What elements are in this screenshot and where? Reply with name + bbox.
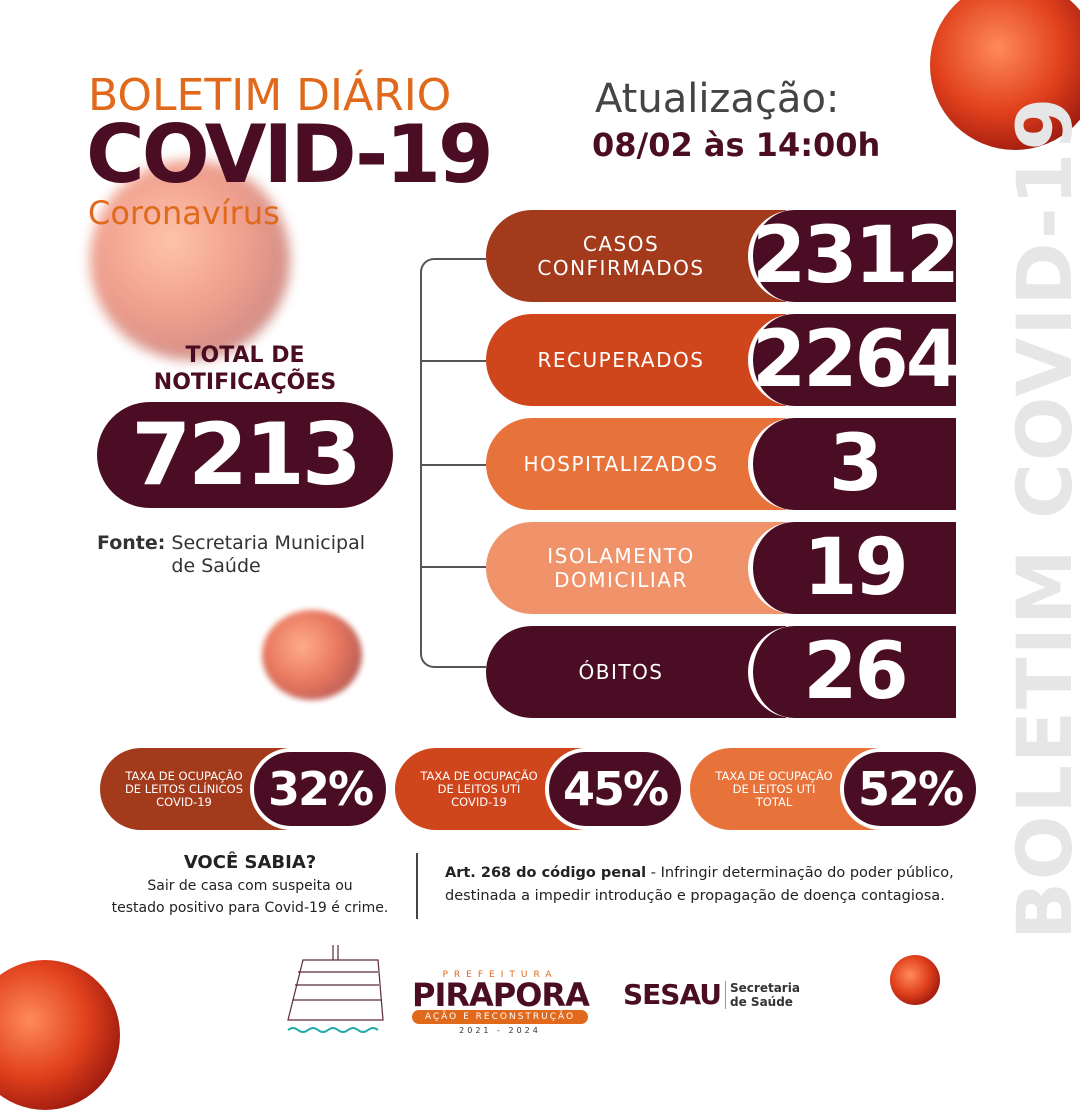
virus-decoration [90,160,290,360]
virus-decoration [262,610,362,700]
title-boletim: BOLETIM DIÁRIO [88,70,452,121]
stat-value: 2264 [748,314,960,406]
bracket-tick [420,566,486,568]
did-you-know-text: Sair de casa com suspeita ou [147,878,353,894]
did-you-know: VOCÊ SABIA? Sair de casa com suspeita ou… [95,852,405,919]
virus-decoration [890,955,940,1005]
stat-label: CASOS CONFIRMADOS [486,210,786,302]
update-label: Atualização: [595,76,840,122]
prefeitura-logo: PREFEITURA PIRAPORA AÇÃO E RECONSTRUÇÃO … [412,970,590,1035]
did-you-know-text: testado positivo para Covid-19 é crime. [111,900,389,916]
stat-value: 19 [748,522,956,614]
stat-label: ÓBITOS [486,626,786,718]
side-title: BOLETIM COVID-19 [1000,95,1080,940]
rate-clinical: TAXA DE OCUPAÇÃO DE LEITOS CLÍNICOS COVID-… [100,748,390,830]
did-you-know-title: VOCÊ SABIA? [183,852,317,873]
stat-value: 3 [748,418,956,510]
source-text1: Secretaria Municipal [171,532,366,554]
virus-decoration [930,0,1080,150]
stat-row: RECUPERADOS 2264 [486,314,960,406]
stat-value: 26 [748,626,956,718]
bracket-tick [420,464,486,466]
stat-label: HOSPITALIZADOS [486,418,786,510]
divider [416,853,418,919]
rate-uti-total: TAXA DE OCUPAÇÃO DE LEITOS UTI TOTAL 52% [690,748,980,830]
total-value: 7213 [97,402,393,508]
bracket-tick [420,360,486,362]
stat-label: RECUPERADOS [486,314,786,406]
total-label: TOTAL DE NOTIFICAÇÕES [97,342,393,396]
building-logo-icon [283,940,403,1035]
law-text: Art. 268 do código penal - Infringir det… [445,865,954,904]
source-text2: de Saúde [171,555,261,577]
stat-row: ÓBITOS 26 [486,626,956,718]
title-coronavirus: Coronavírus [88,194,280,232]
stat-row: CASOS CONFIRMADOS 2312 [486,210,960,302]
update-time: 08/02 às 14:00h [592,126,881,164]
total-label-line1: TOTAL DE [185,343,305,368]
stat-row: ISOLAMENTO DOMICILIAR 19 [486,522,956,614]
bracket-tick [444,258,486,260]
title-covid: COVID-19 [86,108,494,201]
virus-decoration [0,960,120,1110]
bracket-tick [444,666,486,668]
stat-label: ISOLAMENTO DOMICILIAR [486,522,786,614]
rate-value: 52% [840,748,980,830]
stat-row: HOSPITALIZADOS 3 [486,418,956,510]
rate-value: 45% [545,748,685,830]
rate-uti-covid: TAXA DE OCUPAÇÃO DE LEITOS UTI COVID-19 45% [395,748,685,830]
sesau-logo: SESAU Secretaria de Saúde [623,978,800,1011]
bracket [420,258,444,668]
total-label-line2: NOTIFICAÇÕES [153,370,337,395]
rate-value: 32% [250,748,390,830]
stat-value: 2312 [748,210,960,302]
source: Fonte: Secretaria Municipal de Saúde [97,532,365,578]
source-label: Fonte: [97,532,166,554]
